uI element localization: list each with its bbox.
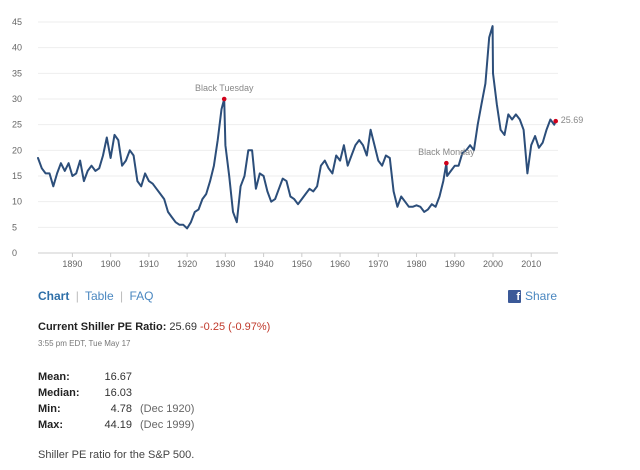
y-tick-label: 0 (12, 248, 17, 258)
stat-row: Min: 4.78 (Dec 1920) (38, 401, 194, 417)
series-line (37, 25, 557, 230)
y-tick-label: 35 (12, 68, 22, 78)
annotation-marker (444, 160, 449, 166)
current-change: -0.25 (-0.97%) (200, 321, 271, 333)
current-label: Current Shiller PE Ratio: (38, 321, 167, 333)
current-number: 25.69 (169, 321, 197, 333)
x-axis-ticks: 1890 1900 1910 1920 1930 1940 1950 1960 1970 1980… (62, 253, 541, 269)
x-tick-label: 1940 (254, 259, 274, 269)
stat-value: 16.03 (104, 387, 132, 399)
stat-date: (Dec 1920) (140, 403, 195, 415)
description: Shiller PE ratio for the S&P 500. (38, 449, 195, 461)
y-tick-label: 40 (12, 43, 22, 53)
stat-key: Max: (38, 419, 64, 431)
stat-key: Min: (38, 403, 61, 415)
annotation-label: Black Monday (418, 147, 475, 157)
stat-value: 16.67 (104, 371, 132, 383)
x-tick-label: 1900 (101, 259, 121, 269)
stat-row: Median: 16.03 (38, 385, 194, 401)
y-tick-label: 10 (12, 197, 22, 207)
stats-table: Mean: 16.67 Median: 16.03 Min: 4.78 (Dec… (38, 369, 194, 433)
share-button[interactable]: f Share (508, 289, 557, 303)
y-axis-ticks: 0 5 10 15 20 25 30 35 40 45 (12, 17, 22, 258)
x-tick-label: 1910 (139, 259, 159, 269)
stat-value: 44.19 (104, 419, 132, 431)
share-label: Share (525, 289, 558, 303)
y-tick-label: 15 (12, 171, 22, 181)
y-tick-label: 5 (12, 222, 17, 232)
x-tick-label: 2010 (521, 259, 541, 269)
view-tabs: Chart | Table | FAQ (38, 289, 153, 303)
annotation-label: Black Tuesday (195, 83, 254, 93)
x-tick-label: 2000 (483, 259, 503, 269)
annotation-marker (553, 118, 559, 124)
stat-key: Median: (38, 387, 80, 399)
stat-row: Max: 44.19 (Dec 1999) (38, 417, 194, 433)
tab-table[interactable]: Table (84, 289, 114, 303)
tab-faq[interactable]: FAQ (129, 289, 154, 303)
stat-value: 4.78 (110, 403, 132, 415)
y-tick-label: 25 (12, 120, 22, 130)
y-tick-label: 30 (12, 94, 22, 104)
timestamp: 3:55 pm EDT, Tue May 17 (38, 339, 131, 348)
current-value: Current Shiller PE Ratio: 25.69 -0.25 (-… (38, 321, 270, 333)
x-tick-label: 1970 (368, 259, 388, 269)
x-tick-label: 1930 (215, 259, 235, 269)
annotation-marker (221, 96, 227, 102)
tab-separator: | (119, 289, 124, 303)
x-tick-label: 1920 (177, 259, 197, 269)
annotation-label: 25.69 (561, 115, 584, 125)
x-tick-label: 1950 (292, 259, 312, 269)
x-tick-label: 1980 (407, 259, 427, 269)
stat-key: Mean: (38, 371, 70, 383)
grid-lines (38, 21, 558, 254)
y-tick-label: 20 (12, 145, 22, 155)
stat-date: (Dec 1999) (140, 419, 195, 431)
stat-row: Mean: 16.67 (38, 369, 194, 385)
x-tick-label: 1890 (62, 259, 82, 269)
tab-separator: | (75, 289, 79, 303)
x-tick-label: 1960 (330, 259, 350, 269)
y-tick-label: 45 (12, 17, 22, 27)
annotations: Black Tuesday Black Monday 25.69 (195, 83, 584, 166)
tab-chart[interactable]: Chart (38, 289, 70, 303)
series-lines (37, 25, 557, 230)
x-tick-label: 1990 (445, 259, 465, 269)
facebook-icon: f (508, 289, 521, 303)
